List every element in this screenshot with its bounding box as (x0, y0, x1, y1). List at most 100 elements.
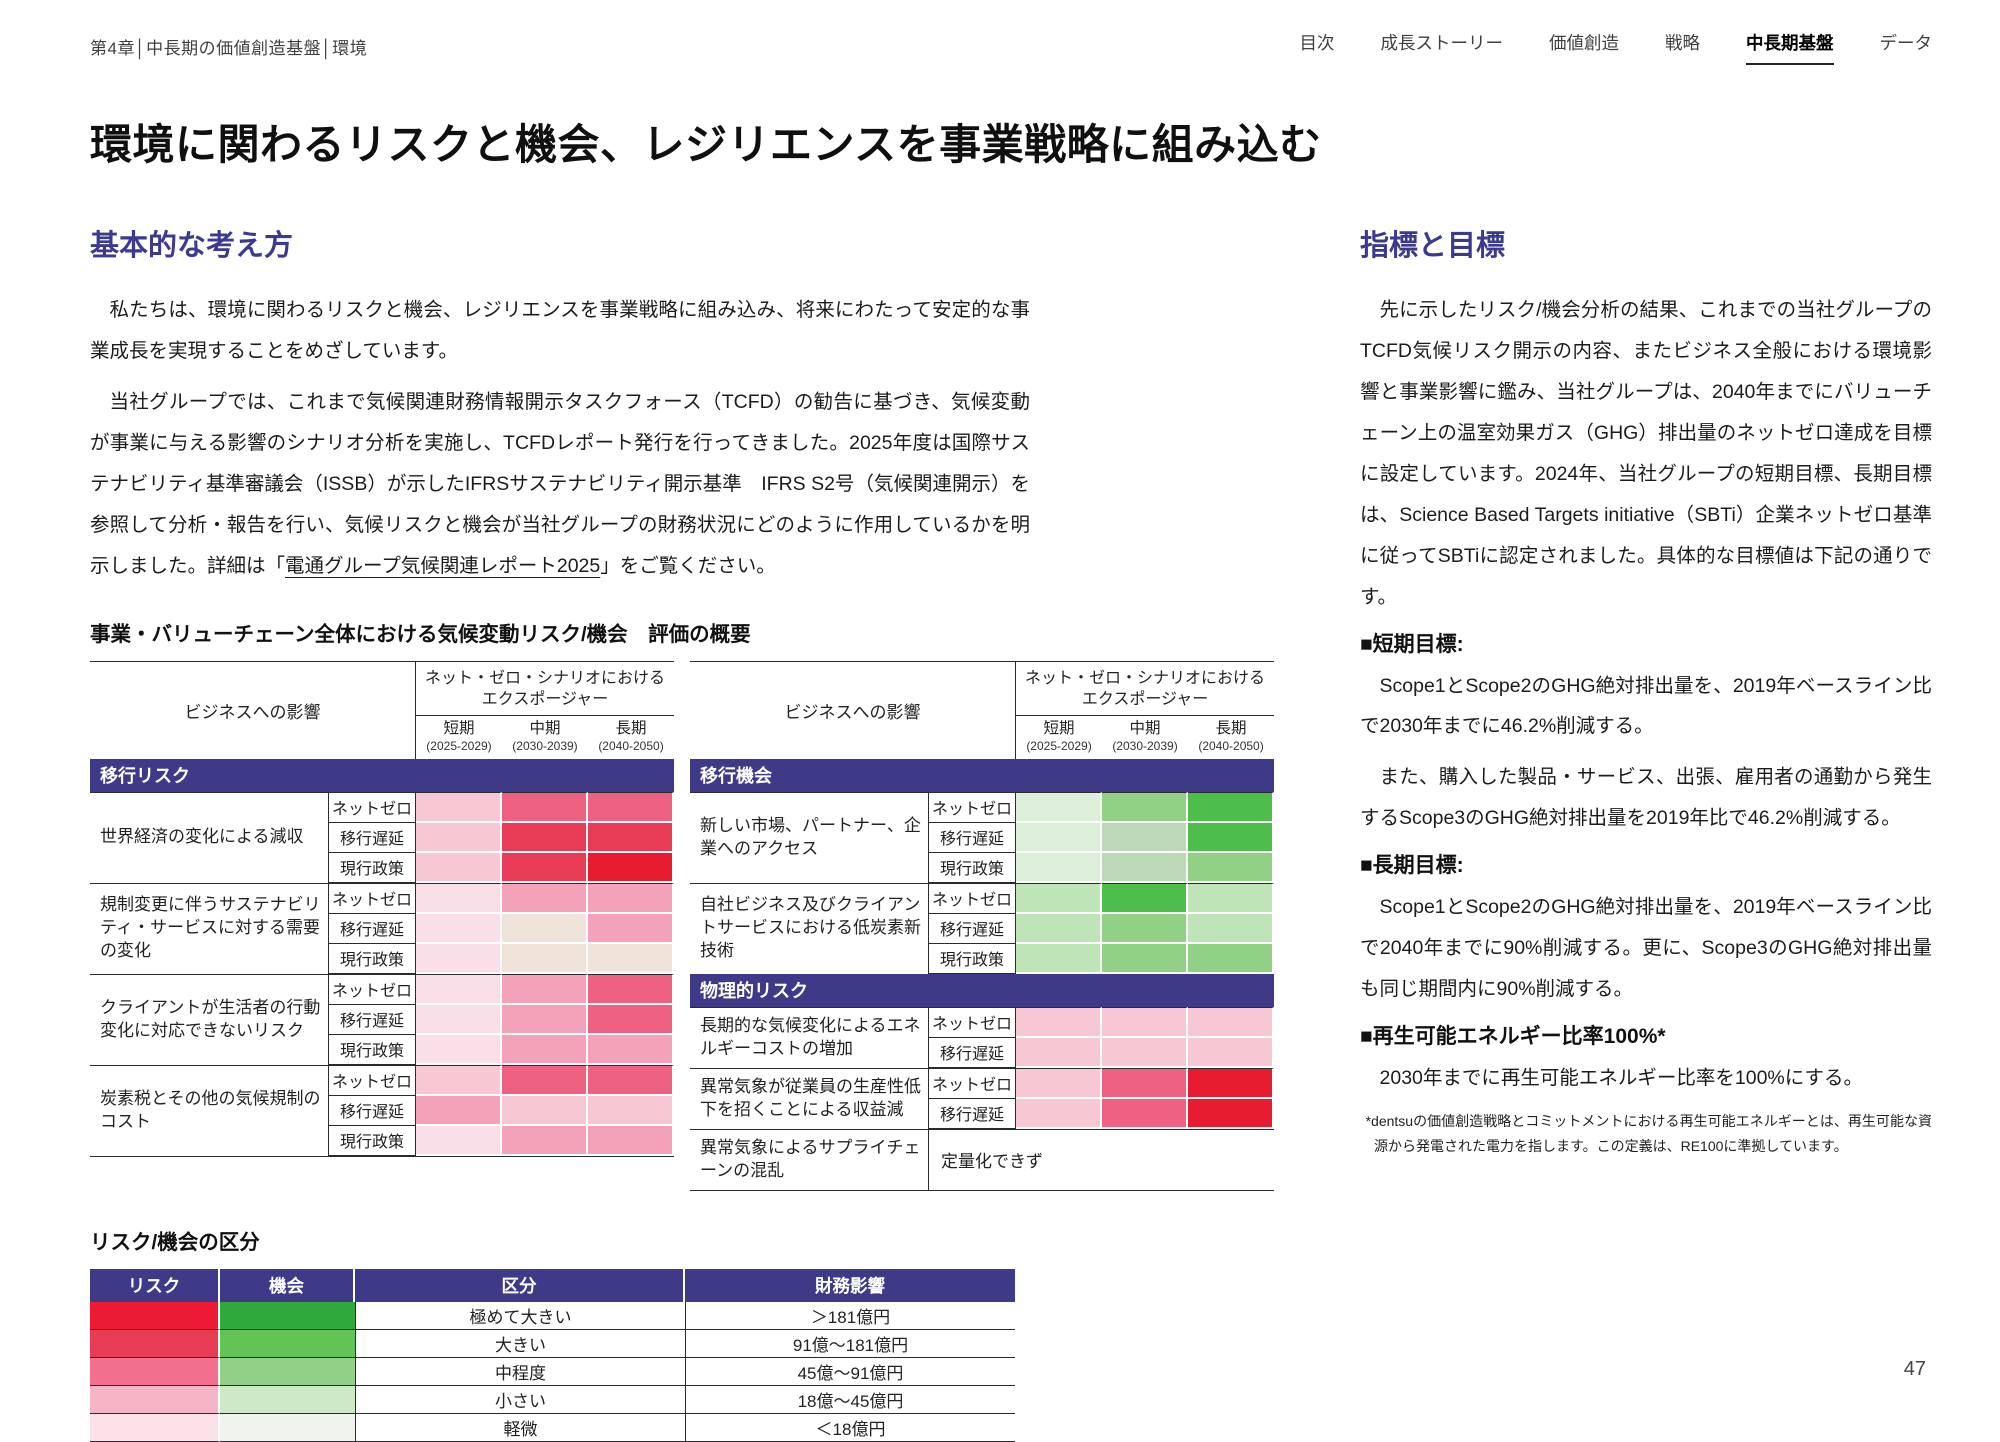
exposure-cell (1188, 822, 1275, 853)
business-impact-header: ビジネスへの影響 (690, 661, 1017, 759)
exposure-cell (502, 1095, 588, 1126)
exposure-cell (416, 822, 502, 853)
long-term-goal-paragraph: Scope1とScope2のGHG絶対排出量を、2019年ベースライン比で204… (1360, 896, 1932, 1001)
exposure-cell (1188, 943, 1275, 974)
legend-opportunity-swatch (220, 1413, 355, 1442)
scenario-label: 移行遅延 (928, 822, 1017, 853)
scenario-label: 移行遅延 (928, 1037, 1017, 1068)
impact-label: 異常気象によるサプライチェーンの混乱 (690, 1128, 929, 1190)
exposure-cell (1016, 1067, 1103, 1099)
exposure-cell (1016, 882, 1103, 914)
exposure-cell (1188, 913, 1275, 944)
climate-report-link[interactable]: 電通グループ気候関連レポート2025 (285, 554, 601, 577)
scenario-label: 移行遅延 (328, 913, 416, 944)
exposure-cell (1102, 791, 1189, 823)
legend-risk-swatch (90, 1329, 220, 1358)
nav-item-strategy[interactable]: 戦略 (1665, 33, 1700, 53)
exposure-cell (502, 1034, 588, 1065)
exposure-cell (1188, 1098, 1275, 1129)
legend-impact: 18億〜45億円 (685, 1385, 1015, 1414)
exposure-cell (588, 1064, 675, 1096)
basic-policy-paragraph-2: 当社グループでは、これまで気候関連財務情報開示タスクフォース（TCFD）の勧告に… (90, 382, 1030, 587)
legend-header: リスク (90, 1268, 220, 1302)
nav-item-mid-long-term-foundation[interactable]: 中長期基盤 (1746, 30, 1834, 65)
exposure-cell (502, 973, 588, 1005)
renewable-energy-paragraph: 2030年までに再生可能エネルギー比率を100%にする。 (1379, 1067, 1863, 1090)
nav-item-data[interactable]: データ (1879, 33, 1933, 53)
metrics-intro-paragraph: 先に示したリスク/機会分析の結果、これまでの当社グループのTCFD気候リスク開示… (1360, 299, 1932, 608)
heatmap-table-right: ビジネスへの影響 ネット・ゼロ・シナリオにおける エクスポージャー 短期 (2025-2… (690, 660, 1275, 1191)
period-header: 短期 (2025-2029) (1016, 716, 1102, 759)
exposure-cell (588, 1125, 675, 1156)
scenario-label: 現行政策 (928, 852, 1017, 883)
heatmap-tables: ビジネスへの影響 ネット・ゼロ・シナリオにおける エクスポージャー 短期 (2025-2… (90, 660, 1295, 1191)
exposure-cell (416, 852, 502, 883)
exposure-cell (1102, 1037, 1189, 1068)
legend-category: 大きい (355, 1329, 685, 1358)
exposure-cell (1016, 852, 1103, 883)
legend-opportunity-swatch (220, 1385, 355, 1414)
basic-policy-paragraph-1: 私たちは、環境に関わるリスクと機会、レジリエンスを事業戦略に組み込み、将来にわた… (90, 299, 1030, 362)
nav-item-toc[interactable]: 目次 (1299, 33, 1335, 53)
exposure-cell (502, 1064, 588, 1096)
net-zero-exposure-header: ネット・ゼロ・シナリオにおける エクスポージャー (416, 662, 675, 716)
impact-label: 異常気象が従業員の生産性低下を招くことによる収益減 (690, 1067, 929, 1129)
period-range: (2030-2039) (1112, 739, 1178, 754)
legend-row: 軽微 ＜18億円 (90, 1413, 1015, 1442)
period-header: 短期 (2025-2029) (416, 716, 502, 759)
short-term-goal-heading: ■短期目標: (1360, 632, 1464, 656)
top-nav: 目次 成長ストーリー 価値創造 戦略 中長期基盤 データ (1299, 30, 1933, 65)
paragraph-text: 当社グループでは、これまで気候関連財務情報開示タスクフォース（TCFD）の勧告に… (90, 390, 1030, 577)
exposure-cell (1102, 1006, 1189, 1038)
section-title-metrics-targets: 指標と目標 (1360, 230, 1506, 262)
nav-item-value-creation[interactable]: 価値創造 (1549, 33, 1619, 53)
scenario-label: ネットゼロ (328, 882, 416, 914)
left-column: 基本的な考え方 私たちは、環境に関わるリスクと機会、レジリエンスを事業戦略に組み… (90, 222, 1295, 1442)
legend-impact: 45億〜91億円 (685, 1357, 1015, 1386)
impact-label: 長期的な気候変化によるエネルギーコストの増加 (690, 1006, 929, 1068)
legend-category: 中程度 (355, 1357, 685, 1386)
legend-impact: ＜18億円 (685, 1413, 1015, 1442)
impact-label: 自社ビジネス及びクライアントサービスにおける低炭素新技術 (690, 882, 929, 974)
exposure-cell (1188, 1037, 1275, 1068)
legend-impact: ＞181億円 (685, 1301, 1015, 1330)
exposure-cell (588, 1095, 675, 1126)
period-range: (2025-2029) (1026, 739, 1092, 754)
scenario-label: 現行政策 (328, 1034, 416, 1065)
business-impact-header: ビジネスへの影響 (90, 661, 416, 759)
impact-label: 世界経済の変化による減収 (90, 791, 328, 883)
paragraph-text: 」をご覧ください。 (600, 554, 776, 577)
legend-impact: 91億〜181億円 (685, 1329, 1015, 1358)
exposure-cell (502, 943, 588, 974)
nav-item-growth-story[interactable]: 成長ストーリー (1380, 33, 1504, 53)
exposure-cell (588, 1034, 675, 1065)
table-section-band: 移行機会 (690, 758, 1275, 792)
scenario-label: 現行政策 (328, 943, 416, 974)
heatmap-opportunity-table-container: ビジネスへの影響 ネット・ゼロ・シナリオにおける エクスポージャー 短期 (2025-2… (690, 660, 1275, 1191)
exposure-cell (1102, 1098, 1189, 1129)
exposure-cell (502, 822, 588, 853)
period-header: 中期 (2030-2039) (502, 716, 588, 759)
exposure-cell (1188, 791, 1275, 823)
exposure-cell (1102, 852, 1189, 883)
exposure-cell (588, 913, 675, 944)
exposure-cell (502, 1125, 588, 1156)
top-bar: 第4章│中長期の価値創造基盤│環境 目次 成長ストーリー 価値創造 戦略 中長期基盤 デー… (90, 30, 1932, 65)
exposure-cell (416, 1125, 502, 1156)
scenario-label: 移行遅延 (928, 1098, 1017, 1129)
exposure-cell (588, 973, 675, 1005)
scenario-label: ネットゼロ (328, 1064, 416, 1096)
heatmap-table-left: ビジネスへの影響 ネット・ゼロ・シナリオにおける エクスポージャー 短期 (2025-2… (90, 660, 675, 1157)
period-range: (2040-2050) (598, 739, 664, 754)
impact-label: 新しい市場、パートナー、企業へのアクセス (690, 791, 929, 883)
legend-risk-swatch (90, 1301, 220, 1330)
exposure-cell (588, 852, 675, 883)
legend-row: 極めて大きい ＞181億円 (90, 1301, 1015, 1330)
exposure-cell (416, 943, 502, 974)
period-header: 長期 (2040-2050) (1188, 716, 1274, 759)
exposure-cell (1188, 882, 1275, 914)
renewable-energy-heading: ■再生可能エネルギー比率100%* (1360, 1025, 1666, 1049)
scenario-label: ネットゼロ (928, 882, 1017, 914)
exposure-cell (502, 913, 588, 944)
